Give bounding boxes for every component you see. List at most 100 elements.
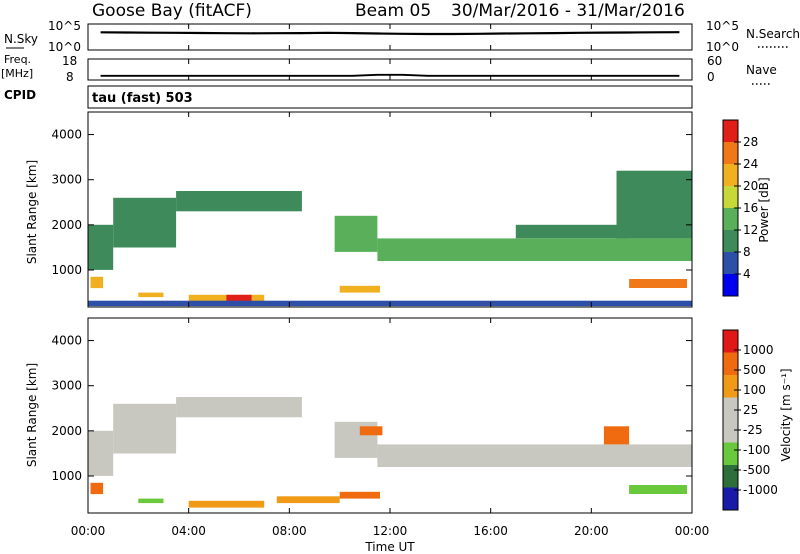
freq-line — [100, 73, 680, 77]
x-tick-label: 20:00 — [574, 524, 609, 538]
y-tick-label: 4000 — [51, 334, 82, 348]
velocity-colorbar-tick-label: -1000 — [743, 483, 778, 497]
power-colorbar-segment — [723, 252, 738, 274]
velocity-colorbar-tick-label: 25 — [743, 403, 758, 417]
x-tick-label: 00:00 — [675, 524, 710, 538]
data-band — [377, 444, 692, 467]
power-colorbar: 28 24 20 16 12 8 4 — [722, 119, 758, 297]
velocity-colorbar-segment — [723, 330, 738, 353]
power-colorbar-tick-label: 16 — [743, 201, 758, 215]
x-tick-label: 16:00 — [473, 524, 508, 538]
data-band — [334, 215, 378, 252]
power-colorbar-segment — [723, 186, 738, 208]
data-band — [629, 279, 687, 288]
data-band — [359, 426, 383, 436]
freq-left-units: [MHz] — [1, 67, 33, 80]
velocity-ylabel: Slant Range [km] — [25, 363, 39, 467]
y-tick-label: 3000 — [51, 379, 82, 393]
data-band — [176, 397, 302, 418]
noise-line — [100, 31, 680, 36]
x-axis-label: Time UT — [364, 540, 415, 554]
freq-right-bottom-tick: 0 — [707, 70, 715, 84]
velocity-colorbar-segment — [723, 442, 738, 465]
velocity-colorbar-segment — [723, 397, 738, 420]
beam-label: Beam 05 — [355, 1, 431, 21]
power-colorbar-segment — [723, 208, 738, 230]
data-band — [603, 426, 630, 445]
x-tick-label: 04:00 — [171, 524, 206, 538]
velocity-colorbar-segment — [723, 465, 738, 488]
power-colorbar-tick-label: 12 — [743, 223, 758, 237]
data-band — [515, 224, 630, 239]
data-band — [88, 430, 114, 476]
cpid-label: CPID — [4, 88, 36, 102]
noise-right-bottom-tick: 10^0 — [706, 40, 739, 54]
data-band — [616, 170, 692, 239]
power-colorbar-label: Power [dB] — [757, 177, 771, 242]
data-band — [188, 500, 265, 508]
power-colorbar-tick-label: 8 — [743, 245, 751, 259]
y-tick-label: 4000 — [51, 128, 82, 142]
y-tick-label: 2000 — [51, 424, 82, 438]
freq-left-top-tick: 18 — [62, 54, 77, 68]
velocity-colorbar-segment — [723, 420, 738, 443]
power-colorbar-segment — [723, 120, 738, 142]
data-band — [629, 485, 687, 494]
freq-left-bottom-tick: 8 — [66, 70, 74, 84]
velocity-y-axis: 4000 3000 2000 1000 — [51, 334, 692, 483]
data-band — [88, 224, 114, 270]
freq-left-label: Freq. — [4, 53, 31, 66]
power-colorbar-segment — [723, 142, 738, 164]
power-colorbar-segment — [723, 230, 738, 252]
data-band — [176, 191, 302, 212]
power-colorbar-segment — [723, 274, 738, 296]
cpid-panel-frame — [87, 85, 693, 109]
data-band — [276, 496, 340, 504]
power-colorbar-segment — [723, 164, 738, 186]
velocity-colorbar-frame — [722, 329, 739, 511]
x-tick-label: 00:00 — [71, 524, 106, 538]
noise-left-label: N.Sky — [4, 32, 38, 46]
data-band — [138, 292, 164, 298]
power-colorbar-tick-label: 24 — [743, 157, 758, 171]
cpid-mode: tau (fast) 503 — [92, 91, 193, 106]
data-band — [226, 294, 252, 302]
data-band — [339, 491, 380, 499]
power-colorbar-tick-label: 20 — [743, 179, 758, 193]
noise-left-bottom-tick: 10^0 — [48, 40, 81, 54]
date-range: 30/Mar/2016 - 31/Mar/2016 — [451, 1, 685, 21]
data-band — [90, 482, 104, 495]
velocity-colorbar-segment — [723, 487, 738, 510]
data-band — [113, 197, 177, 248]
velocity-colorbar-tick-label: 500 — [743, 363, 766, 377]
power-colorbar-tick-label: 4 — [743, 267, 751, 281]
data-band — [138, 498, 164, 504]
velocity-heatmap — [88, 397, 692, 508]
velocity-colorbar-segment — [723, 375, 738, 398]
velocity-colorbar-tick-label: -25 — [743, 423, 763, 437]
power-heatmap — [88, 170, 692, 307]
velocity-colorbar: 1000 500 100 25 -25 -100 -500 -1000 — [722, 329, 778, 511]
freq-right-top-tick: 60 — [707, 54, 722, 68]
noise-left-top-tick: 10^5 — [48, 19, 81, 33]
x-tick-label: 08:00 — [272, 524, 307, 538]
y-tick-label: 3000 — [51, 173, 82, 187]
y-tick-label: 1000 — [51, 469, 82, 483]
velocity-colorbar-tick-label: 100 — [743, 383, 766, 397]
power-colorbar-tick-label: 28 — [743, 135, 758, 149]
velocity-colorbar-tick-label: -500 — [743, 463, 770, 477]
data-band — [90, 276, 104, 289]
nave-label: Nave — [746, 63, 777, 77]
power-ylabel: Slant Range [km] — [25, 160, 39, 264]
y-tick-label: 2000 — [51, 218, 82, 232]
x-axis: 00:00 04:00 08:00 12:00 16:00 20:00 00:00 — [71, 24, 710, 538]
velocity-colorbar-tick-label: -100 — [743, 443, 770, 457]
noise-right-top-tick: 10^5 — [706, 19, 739, 33]
data-band — [377, 238, 692, 261]
data-band — [339, 285, 380, 293]
noise-right-label: N.Search — [746, 27, 800, 41]
velocity-colorbar-segment — [723, 352, 738, 375]
power-y-axis: 4000 3000 2000 1000 — [51, 128, 692, 277]
velocity-colorbar-tick-label: 1000 — [743, 343, 774, 357]
